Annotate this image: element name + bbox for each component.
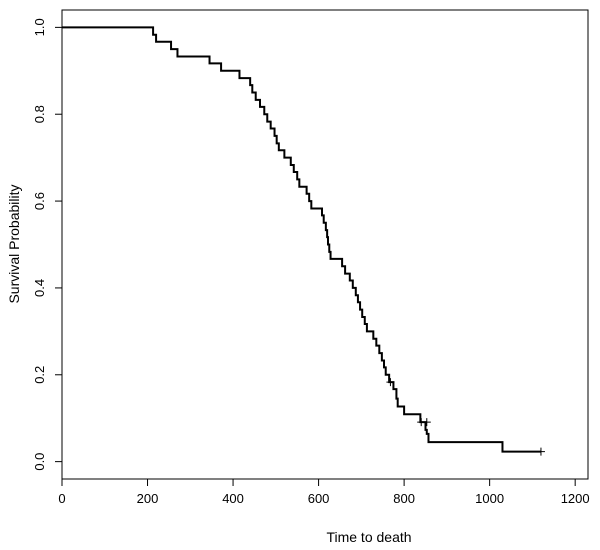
y-axis-label: Survival Probability (6, 184, 22, 303)
y-tick-label: 0.8 (32, 105, 47, 123)
y-tick-label: 1.0 (32, 18, 47, 36)
x-tick-label: 600 (308, 491, 330, 506)
survival-curve (62, 26, 541, 453)
x-tick-label: 1200 (561, 491, 590, 506)
censor-mark (536, 447, 545, 456)
x-axis-label: Time to death (326, 529, 411, 545)
y-tick-label: 0.2 (32, 366, 47, 384)
censor-mark (422, 418, 431, 427)
y-tick-label: 0.4 (32, 279, 47, 297)
x-tick-label: 400 (222, 491, 244, 506)
x-tick-label: 200 (137, 491, 159, 506)
x-axis: 0 200 400 600 800 1000 1200 (58, 479, 590, 506)
plot-frame (61, 9, 589, 480)
x-tick-label: 0 (58, 491, 65, 506)
y-axis: 0.0 0.2 0.4 0.6 0.8 1.0 (32, 18, 62, 471)
censor-mark (386, 378, 395, 387)
y-tick-label: 0.0 (32, 453, 47, 471)
x-tick-label: 800 (393, 491, 415, 506)
series-layer (62, 26, 545, 456)
y-tick-label: 0.6 (32, 192, 47, 210)
x-tick-label: 1000 (475, 491, 504, 506)
